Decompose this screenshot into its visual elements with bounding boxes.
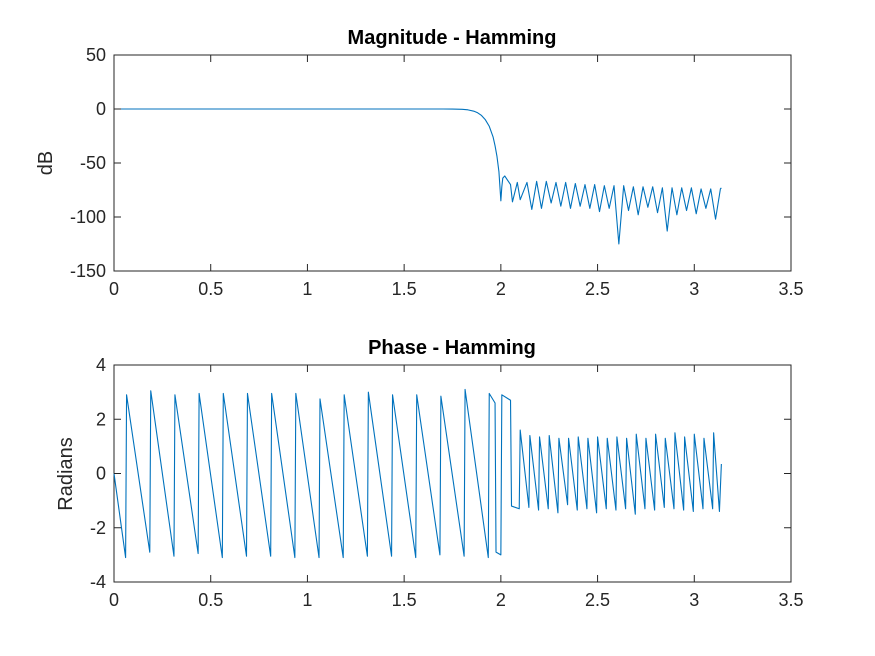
magnitude-y-tick-label: -50 (80, 153, 106, 173)
magnitude-x-tick-label: 0 (109, 279, 119, 299)
phase-x-tick-label: 3.5 (778, 590, 803, 610)
magnitude-x-tick-label: 3 (689, 279, 699, 299)
phase-panel: Phase - Hamming Radians 0 0.5 1 1.5 2 2.5 3 3.5… (55, 337, 804, 610)
magnitude-y-tick-label: -150 (70, 261, 106, 281)
magnitude-title: Magnitude - Hamming (348, 27, 557, 49)
phase-x-tick-label: 2.5 (585, 590, 610, 610)
phase-x-tick-label: 0.5 (198, 590, 223, 610)
magnitude-x-tick-label: 3.5 (778, 279, 803, 299)
magnitude-x-tick-label: 1.5 (392, 279, 417, 299)
phase-y-tick-label: -2 (90, 518, 106, 538)
phase-y-tick-label: 2 (96, 409, 106, 429)
magnitude-y-label: dB (35, 151, 57, 175)
phase-x-tick-label: 1.5 (392, 590, 417, 610)
magnitude-x-tick-label: 0.5 (198, 279, 223, 299)
phase-y-tick-label: -4 (90, 572, 106, 592)
phase-x-tick-label: 3 (689, 590, 699, 610)
phase-title: Phase - Hamming (368, 337, 536, 359)
phase-x-tick-label: 0 (109, 590, 119, 610)
magnitude-x-tick-label: 2 (496, 279, 506, 299)
phase-y-label: Radians (55, 437, 77, 510)
phase-y-tick-label: 0 (96, 464, 106, 484)
magnitude-y-tick-label: 50 (86, 45, 106, 65)
magnitude-y-tick-label: 0 (96, 99, 106, 119)
magnitude-series-line-0 (114, 108, 722, 245)
phase-series-line-0 (113, 388, 722, 559)
phase-x-tick-label: 2 (496, 590, 506, 610)
phase-x-tick-label: 1 (302, 590, 312, 610)
magnitude-y-tick-label: -100 (70, 207, 106, 227)
magnitude-axes (113, 54, 792, 272)
magnitude-x-tick-label: 2.5 (585, 279, 610, 299)
magnitude-x-tick-label: 1 (302, 279, 312, 299)
phase-y-tick-label: 4 (96, 355, 106, 375)
magnitude-panel: Magnitude - Hamming dB 0 0.5 1 1.5 2 2.5 3 3.5 5… (35, 27, 804, 299)
